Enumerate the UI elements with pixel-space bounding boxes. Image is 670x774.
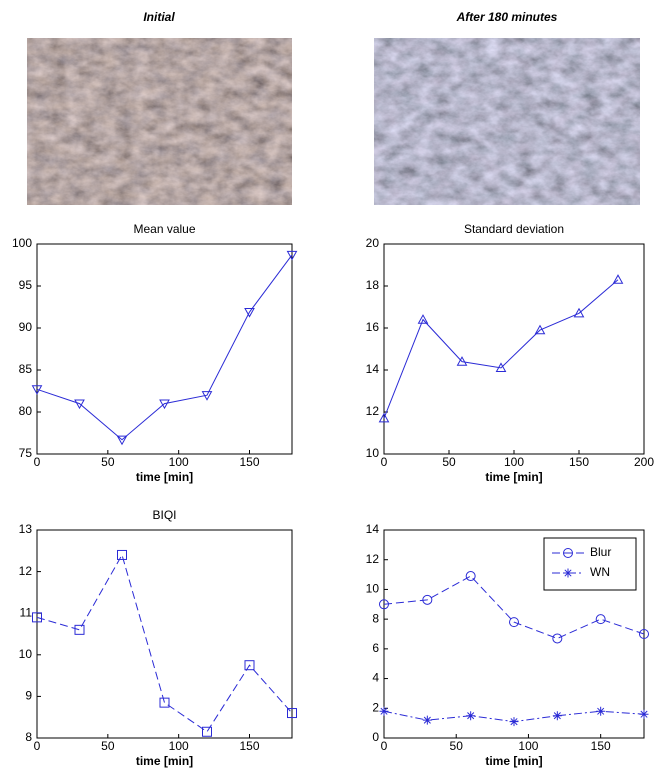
marker [466, 711, 475, 720]
y-tick-label: 0 [372, 730, 379, 744]
y-tick-label: 8 [25, 730, 32, 744]
legend-label: Blur [590, 545, 611, 559]
x-axis-label: time [min] [136, 470, 193, 484]
x-axis-label: time [min] [136, 754, 193, 768]
y-tick-label: 12 [19, 564, 33, 578]
y-tick-label: 2 [372, 700, 379, 714]
x-tick-label: 50 [101, 455, 115, 469]
x-tick-label: 100 [504, 455, 524, 469]
marker [596, 707, 605, 716]
x-tick-label: 0 [381, 455, 388, 469]
y-tick-label: 10 [366, 446, 380, 460]
legend-label: WN [590, 565, 610, 579]
marker [423, 716, 432, 725]
y-tick-label: 12 [366, 552, 380, 566]
x-tick-label: 150 [239, 455, 259, 469]
y-tick-label: 6 [372, 641, 379, 655]
plot-area [384, 244, 644, 454]
image-title: After 180 minutes [456, 10, 558, 24]
y-tick-label: 18 [366, 278, 380, 292]
y-tick-label: 9 [25, 689, 32, 703]
y-tick-label: 75 [19, 446, 33, 460]
chart-title: Mean value [133, 222, 195, 236]
x-tick-label: 50 [450, 739, 464, 753]
x-tick-label: 50 [442, 455, 456, 469]
x-tick-label: 0 [34, 455, 41, 469]
x-tick-label: 150 [239, 739, 259, 753]
y-tick-label: 95 [19, 278, 33, 292]
y-tick-label: 12 [366, 404, 380, 418]
figure: Initial After 180 minutes Mean value time… [0, 0, 670, 774]
y-tick-label: 14 [366, 522, 380, 536]
image-after [374, 38, 640, 205]
marker [380, 707, 389, 716]
y-tick-label: 10 [19, 647, 33, 661]
y-tick-label: 11 [20, 605, 33, 619]
y-tick-label: 4 [372, 671, 379, 685]
y-tick-label: 16 [366, 320, 380, 334]
plot-area [37, 244, 292, 454]
x-tick-label: 150 [591, 739, 611, 753]
marker [553, 711, 562, 720]
image-initial [27, 38, 292, 205]
marker [564, 569, 573, 578]
y-tick-label: 100 [12, 236, 32, 250]
x-axis-label: time [min] [485, 470, 542, 484]
x-axis-label: time [min] [485, 754, 542, 768]
x-tick-label: 100 [169, 455, 189, 469]
marker [510, 717, 519, 726]
y-tick-label: 90 [19, 320, 33, 334]
image-title: Initial [143, 10, 175, 24]
marker [640, 710, 649, 719]
x-tick-label: 0 [34, 739, 41, 753]
chart-title: BIQI [152, 508, 176, 522]
x-tick-label: 0 [381, 739, 388, 753]
x-tick-label: 100 [169, 739, 189, 753]
y-tick-label: 13 [19, 522, 33, 536]
y-tick-label: 14 [366, 362, 380, 376]
y-tick-label: 8 [372, 611, 379, 625]
y-tick-label: 20 [366, 236, 380, 250]
x-tick-label: 200 [634, 455, 654, 469]
y-tick-label: 85 [19, 362, 33, 376]
x-tick-label: 50 [101, 739, 115, 753]
x-tick-label: 100 [518, 739, 538, 753]
chart-title: Standard deviation [464, 222, 564, 236]
x-tick-label: 150 [569, 455, 589, 469]
y-tick-label: 80 [19, 404, 33, 418]
y-tick-label: 10 [366, 582, 380, 596]
